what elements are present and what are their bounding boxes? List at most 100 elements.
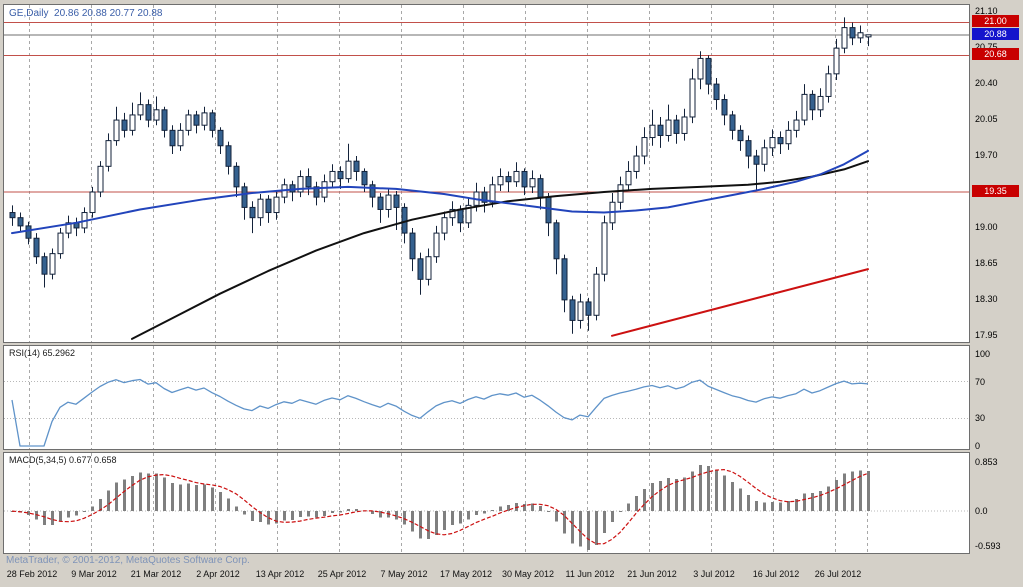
price-tag: 21.00 [972,15,1019,28]
moving-average-fast [11,149,869,235]
macd-histogram-bar [611,511,614,522]
macd-histogram-bar [435,511,438,536]
macd-histogram-bar [251,511,254,521]
price-axis-label: 20.75 [975,42,998,53]
macd-histogram-bar [491,510,494,512]
candle-body [825,73,832,97]
candle-body [17,217,24,227]
macd-histogram-bar [795,498,798,512]
macd-histogram-bar [539,506,542,512]
candle-body [481,191,488,203]
rsi-panel[interactable]: RSI(14) 65.2962 [3,345,970,450]
candle-body [9,212,16,219]
macd-axis[interactable]: 0.853 0.0 -0.593 [971,452,1023,554]
rsi-axis-label: 30 [975,413,986,424]
macd-histogram-bar [171,482,174,512]
candle-body [65,222,72,234]
macd-panel[interactable]: MACD(5,34,5) 0.677 0.658 [3,452,970,554]
macd-histogram-bar [595,511,598,545]
macd-histogram-bar [187,483,190,512]
candle-body [777,137,784,145]
price-axis-label: 19.00 [975,221,998,232]
candle-body [25,225,32,239]
time-axis-label: 17 May 2012 [439,569,493,579]
macd-histogram-bar [443,511,446,530]
price-axis-label: 18.30 [975,293,998,304]
macd-histogram-bar [83,511,86,513]
candle-body [121,119,128,131]
candle-body [345,160,352,180]
macd-signal-line [11,468,869,545]
macd-histogram-bar [715,469,718,512]
macd-histogram-bar [627,503,630,512]
candle-body [545,196,552,224]
candle-body [849,27,856,39]
candle-body [361,170,368,186]
macd-histogram-bar [283,511,286,521]
candle-body [745,140,752,157]
candle-body [153,109,160,121]
candle-body [137,104,144,116]
macd-histogram-bar [227,498,230,512]
macd-axis-label: 0.0 [975,506,988,517]
time-axis-label: 26 Jul 2012 [814,569,862,579]
candle-body [553,222,560,260]
candle-body [337,170,344,180]
macd-histogram-bar [203,484,206,512]
macd-histogram-bar [859,470,862,512]
price-axis-label: 18.65 [975,257,998,268]
price-axis[interactable]: 21.10 20.75 20.40 20.05 19.70 19.35 19.00 18.65… [971,4,1023,343]
candle-body [633,155,640,172]
price-tag: 20.68 [972,48,1019,61]
macd-histogram-bar [371,511,374,514]
macd-histogram-bar [659,481,662,512]
time-axis-label: 13 Apr 2012 [255,569,305,579]
candle-body [89,191,96,214]
candle-body [233,165,240,188]
candle-body [129,114,136,131]
candle-body [169,129,176,147]
candle-body [809,93,816,111]
price-chart-panel[interactable]: GE,Daily 20.86 20.88 20.77 20.88 [3,4,970,343]
candle-body [737,129,744,142]
macd-histogram-bar [619,511,622,513]
candle-body [433,232,440,258]
candle-body [417,258,424,280]
rsi-canvas [4,346,969,449]
candle-body [721,99,728,116]
macd-label: MACD(5,34,5) 0.677 0.658 [9,455,117,465]
candle-body [305,176,312,188]
macd-histogram-layer [11,465,870,551]
macd-axis-label: -0.593 [975,540,1001,551]
time-axis[interactable]: 28 Feb 2012 9 Mar 2012 21 Mar 2012 2 Apr 20… [0,566,1023,584]
rsi-axis[interactable]: 100 70 30 0 [971,345,1023,451]
macd-histogram-bar [243,511,246,515]
candle-body [585,301,592,316]
rsi-axis-label: 100 [975,349,991,359]
rsi-axis-label: 0 [975,441,981,451]
macd-histogram-bar [803,493,806,512]
candle-body [353,160,360,172]
macd-histogram-bar [27,511,30,516]
candle-body [793,119,800,131]
macd-histogram-bar [771,501,774,512]
macd-histogram-bar [99,499,102,512]
candle-body [217,129,224,147]
macd-histogram-bar [43,511,46,526]
candle-body [409,232,416,260]
macd-histogram-bar [331,511,334,513]
candle-body [249,206,256,219]
macd-histogram-bar [827,486,830,512]
time-axis-label: 30 May 2012 [501,569,555,579]
macd-histogram-bar [635,496,638,512]
moving-average-slow [131,160,869,340]
macd-histogram-bar [131,475,134,512]
macd-histogram-bar [155,473,158,512]
candle-body [857,32,864,39]
candle-body [497,176,504,186]
candle-body [49,253,56,275]
candle-body [753,155,760,165]
macd-histogram-bar [747,495,750,512]
candle-body [33,237,40,258]
